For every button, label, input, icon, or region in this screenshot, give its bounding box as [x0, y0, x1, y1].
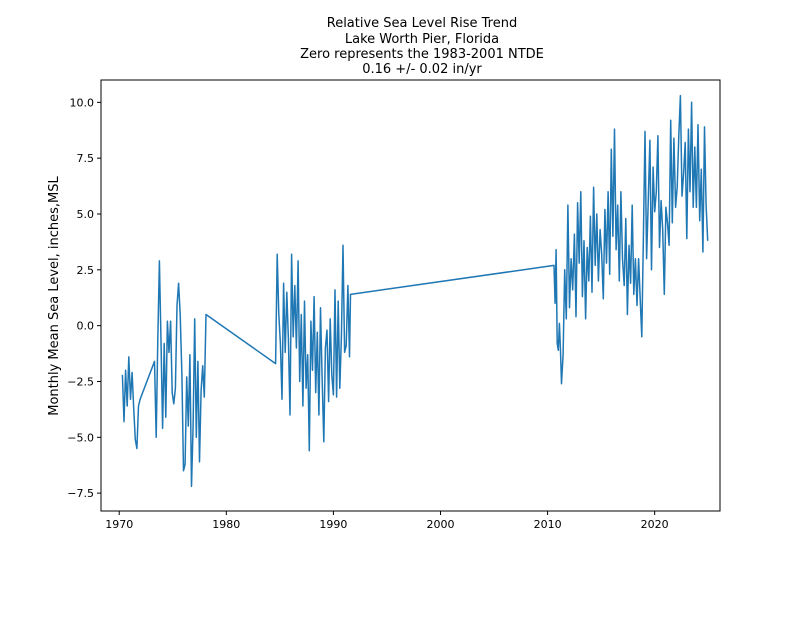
x-tick-label: 1990 — [319, 518, 347, 531]
y-axis-ticks: −7.5 −5.0 −2.5 0.0 2.5 5.0 7.5 10.0 — [67, 96, 101, 500]
y-tick-label: 10.0 — [70, 96, 95, 109]
series-line-sea-level — [121, 94, 709, 488]
y-tick-label: 2.5 — [77, 264, 95, 277]
y-tick-label: 5.0 — [77, 208, 95, 221]
series-layer — [121, 94, 709, 488]
y-tick-label: 0.0 — [77, 320, 95, 333]
y-tick-label: −2.5 — [67, 375, 94, 388]
x-tick-label: 1980 — [212, 518, 240, 531]
x-tick-label: 1970 — [105, 518, 133, 531]
x-axis-ticks: 1970 1980 1990 2000 2010 2020 — [105, 511, 669, 531]
x-tick-label: 2020 — [641, 518, 669, 531]
title-line-3: Zero represents the 1983-2001 NTDE — [300, 47, 544, 62]
title-line-1: Relative Sea Level Rise Trend — [327, 16, 517, 31]
y-tick-label: −7.5 — [67, 487, 94, 500]
y-axis-label: Monthly Mean Sea Level, inches,MSL — [47, 175, 62, 415]
x-tick-label: 2010 — [534, 518, 562, 531]
plot-frame — [100, 79, 721, 512]
y-tick-label: −5.0 — [67, 431, 94, 444]
x-tick-label: 2000 — [426, 518, 454, 531]
chart-title: Relative Sea Level Rise Trend Lake Worth… — [300, 16, 544, 77]
y-tick-label: 7.5 — [77, 152, 95, 165]
title-line-4: 0.16 +/- 0.02 in/yr — [362, 62, 482, 77]
title-line-2: Lake Worth Pier, Florida — [345, 32, 499, 47]
